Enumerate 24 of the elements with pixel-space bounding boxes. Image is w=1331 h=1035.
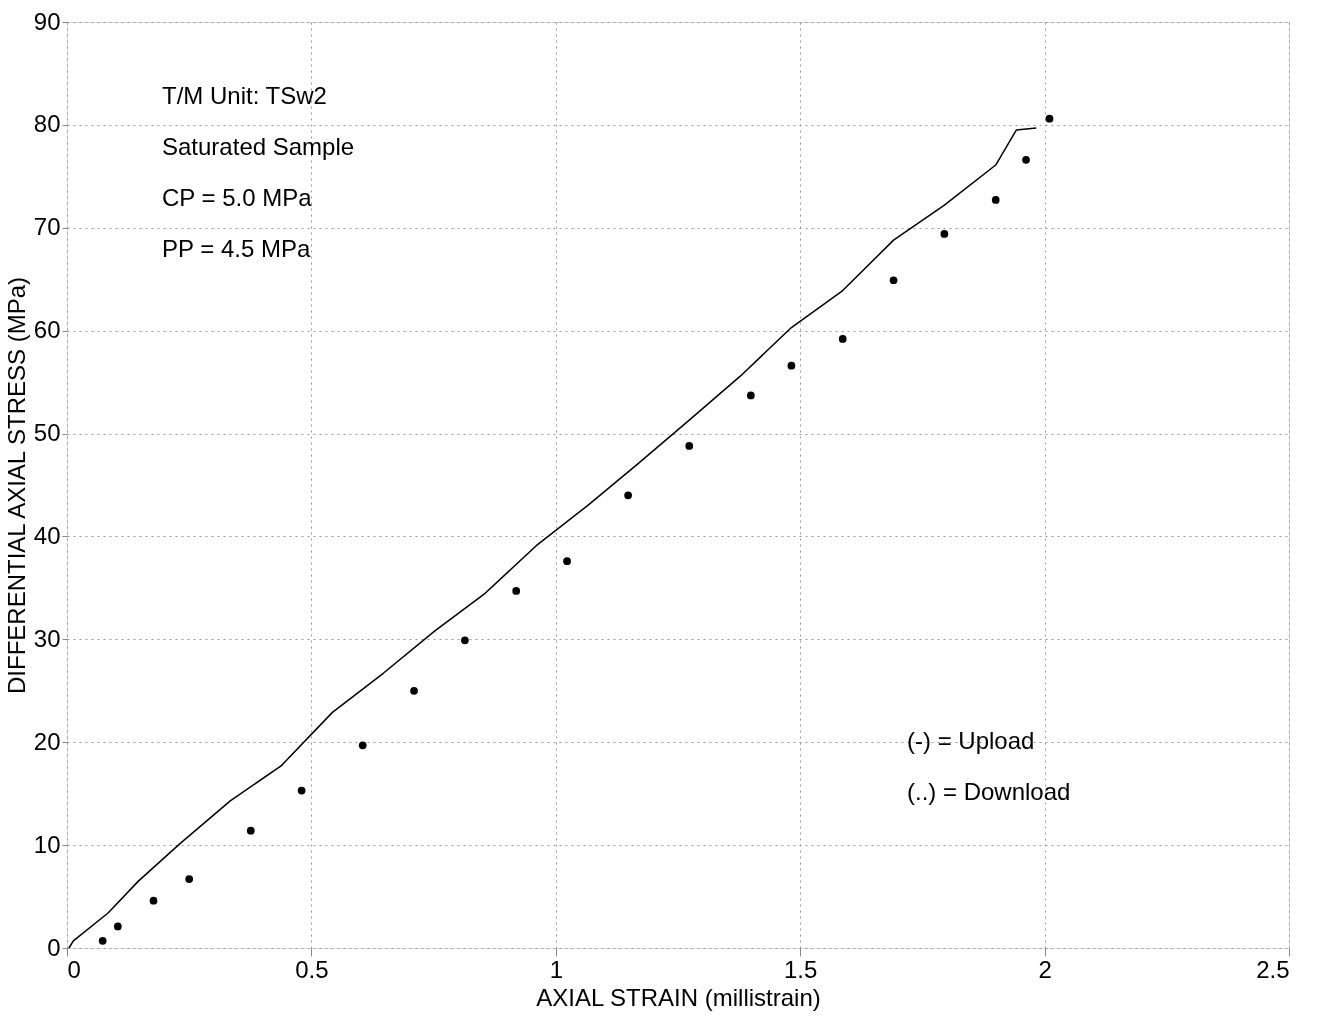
annotation: CP = 5.0 MPa	[162, 184, 313, 211]
x-tick-label: 2	[1038, 955, 1052, 983]
x-tick-label: 1	[549, 955, 563, 983]
y-tick-label: 20	[33, 727, 61, 755]
annotation: Saturated Sample	[162, 133, 355, 160]
y-tick-label: 80	[33, 110, 61, 138]
x-tick-label: 0.5	[295, 955, 329, 983]
annotation: T/M Unit: TSw2	[162, 82, 327, 109]
y-tick-label: 50	[33, 419, 61, 447]
x-tick-label: 1.5	[784, 955, 818, 983]
y-tick-label: 30	[33, 624, 61, 652]
annotation: PP = 4.5 MPa	[162, 235, 311, 262]
y-tick-label: 60	[33, 316, 61, 344]
y-tick-label: 90	[33, 7, 61, 35]
y-tick-label: 40	[33, 521, 61, 549]
y-tick-label: 70	[33, 213, 61, 241]
annotation: (-) = Upload	[907, 727, 1035, 754]
y-tick-label: 0	[47, 933, 61, 961]
y-axis-title: DIFFERENTIAL AXIAL STRESS (MPa)	[2, 277, 30, 694]
y-tick-label: 10	[33, 830, 61, 858]
x-tick-label: 0	[67, 955, 81, 983]
annotation: (..) = Download	[907, 778, 1071, 805]
x-tick-label: 2.5	[1256, 955, 1290, 983]
x-axis-title: AXIAL STRAIN (millistrain)	[536, 983, 821, 1011]
